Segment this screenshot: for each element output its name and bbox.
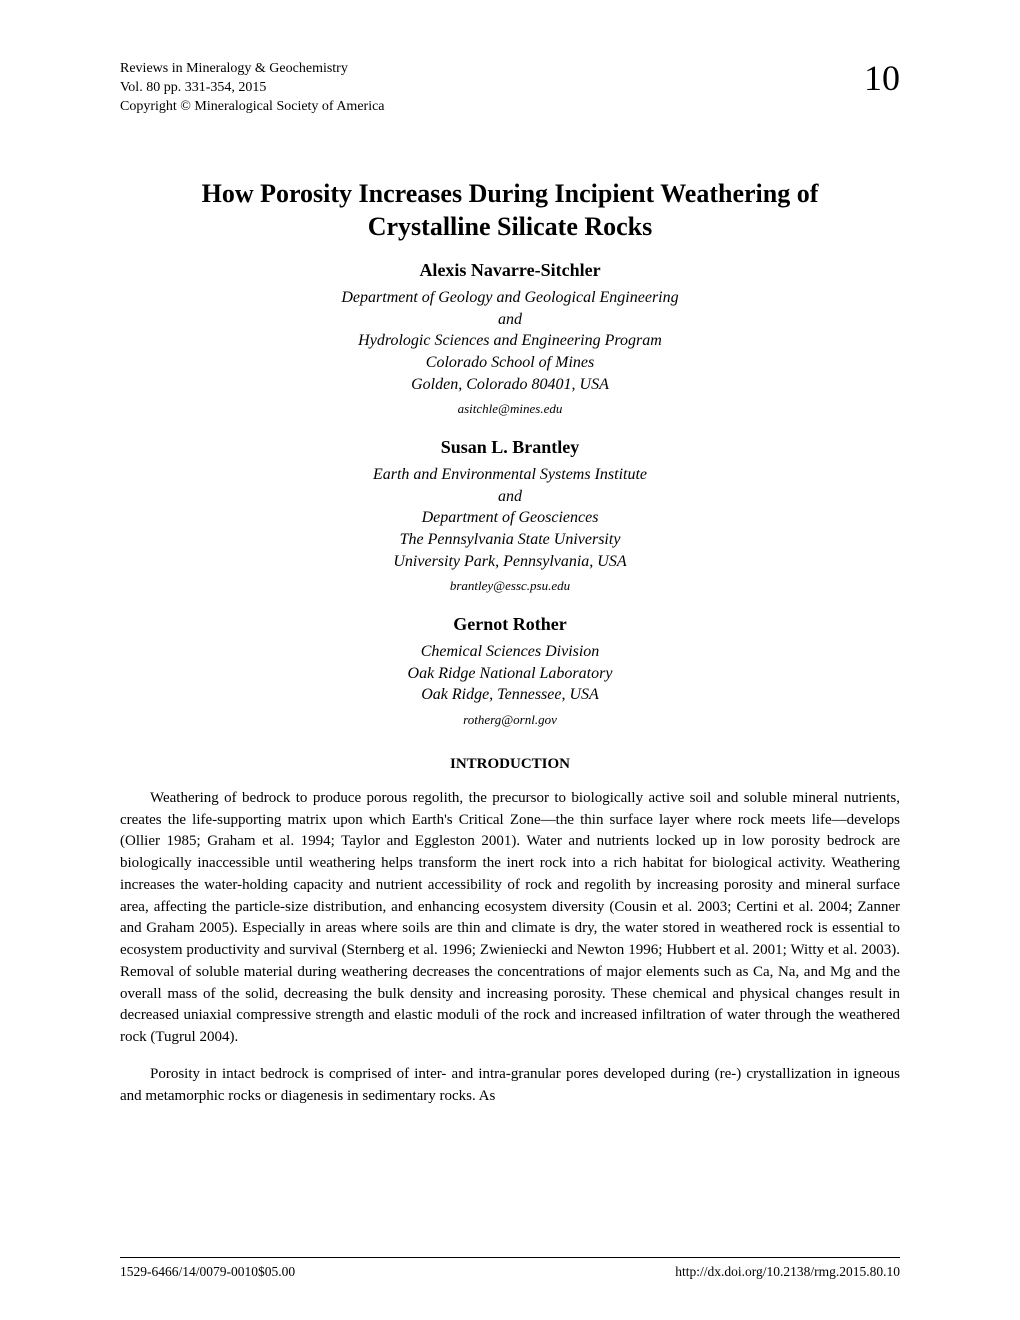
affil-line: Oak Ridge, Tennessee, USA bbox=[120, 684, 900, 706]
journal-name: Reviews in Mineralogy & Geochemistry bbox=[120, 60, 385, 79]
affil-line: Golden, Colorado 80401, USA bbox=[120, 374, 900, 396]
article-title: How Porosity Increases During Incipient … bbox=[120, 177, 900, 245]
chapter-number: 10 bbox=[864, 60, 900, 96]
copyright: Copyright © Mineralogical Society of Ame… bbox=[120, 98, 385, 117]
page-header: Reviews in Mineralogy & Geochemistry Vol… bbox=[120, 60, 900, 117]
page: Reviews in Mineralogy & Geochemistry Vol… bbox=[0, 0, 1020, 1320]
author-block-1: Alexis Navarre-Sitchler Department of Ge… bbox=[120, 260, 900, 417]
author-affiliation: Chemical Sciences Division Oak Ridge Nat… bbox=[120, 641, 900, 706]
author-email: brantley@essc.psu.edu bbox=[120, 578, 900, 594]
header-meta: Reviews in Mineralogy & Geochemistry Vol… bbox=[120, 60, 385, 117]
affil-line: Hydrologic Sciences and Engineering Prog… bbox=[120, 330, 900, 352]
footer-doi: http://dx.doi.org/10.2138/rmg.2015.80.10 bbox=[675, 1264, 900, 1280]
author-name: Alexis Navarre-Sitchler bbox=[120, 260, 900, 281]
author-name: Susan L. Brantley bbox=[120, 437, 900, 458]
title-line-1: How Porosity Increases During Incipient … bbox=[120, 177, 900, 211]
author-block-2: Susan L. Brantley Earth and Environmenta… bbox=[120, 437, 900, 594]
affil-line: and bbox=[120, 309, 900, 331]
footer-issn: 1529-6466/14/0079-0010$05.00 bbox=[120, 1264, 295, 1280]
title-line-2: Crystalline Silicate Rocks bbox=[120, 210, 900, 244]
section-heading-introduction: INTRODUCTION bbox=[120, 756, 900, 773]
affil-line: and bbox=[120, 486, 900, 508]
affil-line: Oak Ridge National Laboratory bbox=[120, 663, 900, 685]
affil-line: Department of Geosciences bbox=[120, 507, 900, 529]
author-block-3: Gernot Rother Chemical Sciences Division… bbox=[120, 614, 900, 728]
body-paragraph: Porosity in intact bedrock is comprised … bbox=[120, 1064, 900, 1108]
author-affiliation: Department of Geology and Geological Eng… bbox=[120, 287, 900, 395]
affil-line: Colorado School of Mines bbox=[120, 352, 900, 374]
author-name: Gernot Rother bbox=[120, 614, 900, 635]
author-email: rotherg@ornl.gov bbox=[120, 712, 900, 728]
affil-line: Chemical Sciences Division bbox=[120, 641, 900, 663]
affil-line: University Park, Pennsylvania, USA bbox=[120, 551, 900, 573]
author-affiliation: Earth and Environmental Systems Institut… bbox=[120, 464, 900, 572]
volume-pages: Vol. 80 pp. 331-354, 2015 bbox=[120, 79, 385, 98]
page-footer: 1529-6466/14/0079-0010$05.00 http://dx.d… bbox=[120, 1257, 900, 1280]
affil-line: Earth and Environmental Systems Institut… bbox=[120, 464, 900, 486]
body-paragraph: Weathering of bedrock to produce porous … bbox=[120, 788, 900, 1049]
affil-line: The Pennsylvania State University bbox=[120, 529, 900, 551]
affil-line: Department of Geology and Geological Eng… bbox=[120, 287, 900, 309]
author-email: asitchle@mines.edu bbox=[120, 401, 900, 417]
